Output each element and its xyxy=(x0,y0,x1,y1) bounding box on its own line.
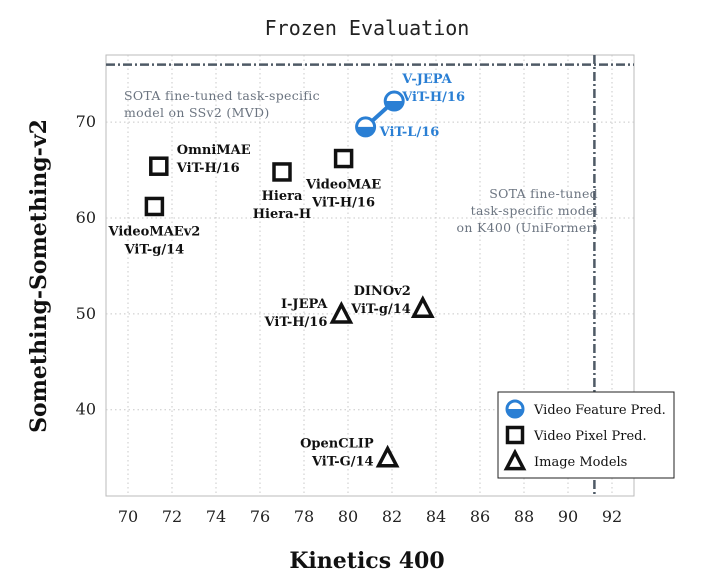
point-label: V-JEPA ViT-H/16 xyxy=(401,72,465,105)
grid-lines xyxy=(106,55,634,496)
x-tick-label: 82 xyxy=(382,507,402,526)
y-tick-label: 60 xyxy=(76,208,96,227)
sota-k400-note: SOTA fine-tuned task-specific model on K40… xyxy=(457,186,598,235)
y-tick-label: 70 xyxy=(76,112,96,131)
note-line: SOTA fine-tuned xyxy=(489,186,598,201)
point-label-line: ViT-H/16 xyxy=(264,315,328,330)
point-label-line: ViT-L/16 xyxy=(379,125,440,140)
point-label: DINOv2 ViT-g/14 xyxy=(350,284,411,317)
y-tick-label: 40 xyxy=(76,400,96,419)
y-tick-label: 50 xyxy=(76,304,96,323)
legend-marker xyxy=(505,399,525,419)
point-label-line: Hiera xyxy=(262,189,303,204)
x-tick-label: 72 xyxy=(162,507,182,526)
data-point xyxy=(410,295,435,318)
series-half-filled-circle xyxy=(355,90,405,138)
tick-labels: 70 72 74 76 78 80 82 84 86 88 90 92 40 50 60 70 xyxy=(76,112,623,526)
marker-fill xyxy=(507,409,523,417)
data-point xyxy=(333,148,354,169)
point-label-line: ViT-H/16 xyxy=(176,161,240,176)
point-label: OmniMAE ViT-H/16 xyxy=(176,143,251,176)
point-label-line: ViT-g/14 xyxy=(124,242,185,257)
series-triangle xyxy=(329,295,435,468)
data-series xyxy=(144,90,435,468)
x-tick-label: 84 xyxy=(426,507,446,526)
note-line: model on SSv2 (MVD) xyxy=(124,105,270,120)
point-label-line: OpenCLIP xyxy=(300,437,374,452)
note-line: on K400 (UniFormer) xyxy=(457,220,598,235)
marker-fill xyxy=(385,101,404,111)
reference-lines: SOTA fine-tuned task-specific model on SS… xyxy=(106,55,634,496)
point-label: VideoMAE ViT-H/16 xyxy=(305,178,381,211)
data-point xyxy=(272,162,292,182)
point-label-line: DINOv2 xyxy=(354,284,411,299)
point-label-line: V-JEPA xyxy=(401,72,452,87)
point-label-line: ViT-g/14 xyxy=(350,302,411,317)
x-tick-label: 88 xyxy=(514,507,534,526)
note-line: SOTA fine-tuned task-specific xyxy=(124,88,320,103)
point-label-line: OmniMAE xyxy=(177,143,251,158)
marker-fill xyxy=(356,126,375,136)
x-tick-label: 80 xyxy=(338,507,358,526)
point-label-line: ViT-G/14 xyxy=(311,455,374,470)
point-label: I-JEPA ViT-H/16 xyxy=(264,297,329,330)
legend-label: Video Feature Pred. xyxy=(533,403,666,418)
point-label-line: Hiera-H xyxy=(253,207,311,222)
x-tick-label: 78 xyxy=(294,507,314,526)
data-point xyxy=(383,90,405,112)
legend-marker xyxy=(503,448,527,471)
y-axis-label: Something-Something-v2 xyxy=(26,119,52,433)
legend-marker xyxy=(505,425,525,445)
data-point xyxy=(144,196,165,217)
point-label-line: ViT-H/16 xyxy=(401,90,465,105)
legend: Video Feature Pred. Video Pixel Pred. Imag… xyxy=(497,391,675,479)
note-line: task-specific model xyxy=(471,203,598,218)
sota-ssv2-note: SOTA fine-tuned task-specific model on SS… xyxy=(124,88,320,120)
series-square xyxy=(144,148,354,217)
x-axis-label: Kinetics 400 xyxy=(289,548,444,574)
x-tick-label: 76 xyxy=(250,507,270,526)
data-point xyxy=(355,116,377,138)
x-tick-label: 90 xyxy=(558,507,578,526)
point-label-line: VideoMAEv2 xyxy=(107,224,200,239)
x-tick-label: 74 xyxy=(206,507,226,526)
chart-title: Frozen Evaluation xyxy=(265,16,470,40)
x-tick-label: 86 xyxy=(470,507,490,526)
point-label: ViT-L/16 xyxy=(379,125,440,140)
data-point xyxy=(329,300,354,324)
data-point xyxy=(375,444,400,468)
legend-label: Image Models xyxy=(534,455,627,470)
data-point xyxy=(149,156,169,176)
point-label: Hiera Hiera-H xyxy=(253,189,311,222)
legend-label: Video Pixel Pred. xyxy=(533,429,647,444)
legend-box xyxy=(497,391,675,479)
plot-area xyxy=(105,54,635,497)
point-label-line: VideoMAE xyxy=(305,178,381,193)
x-tick-label: 70 xyxy=(118,507,138,526)
point-label-line: ViT-H/16 xyxy=(311,196,375,211)
point-label-line: I-JEPA xyxy=(281,297,328,312)
x-tick-label: 92 xyxy=(602,507,622,526)
point-label: OpenCLIP ViT-G/14 xyxy=(300,437,374,470)
point-label: VideoMAEv2 ViT-g/14 xyxy=(107,224,200,257)
